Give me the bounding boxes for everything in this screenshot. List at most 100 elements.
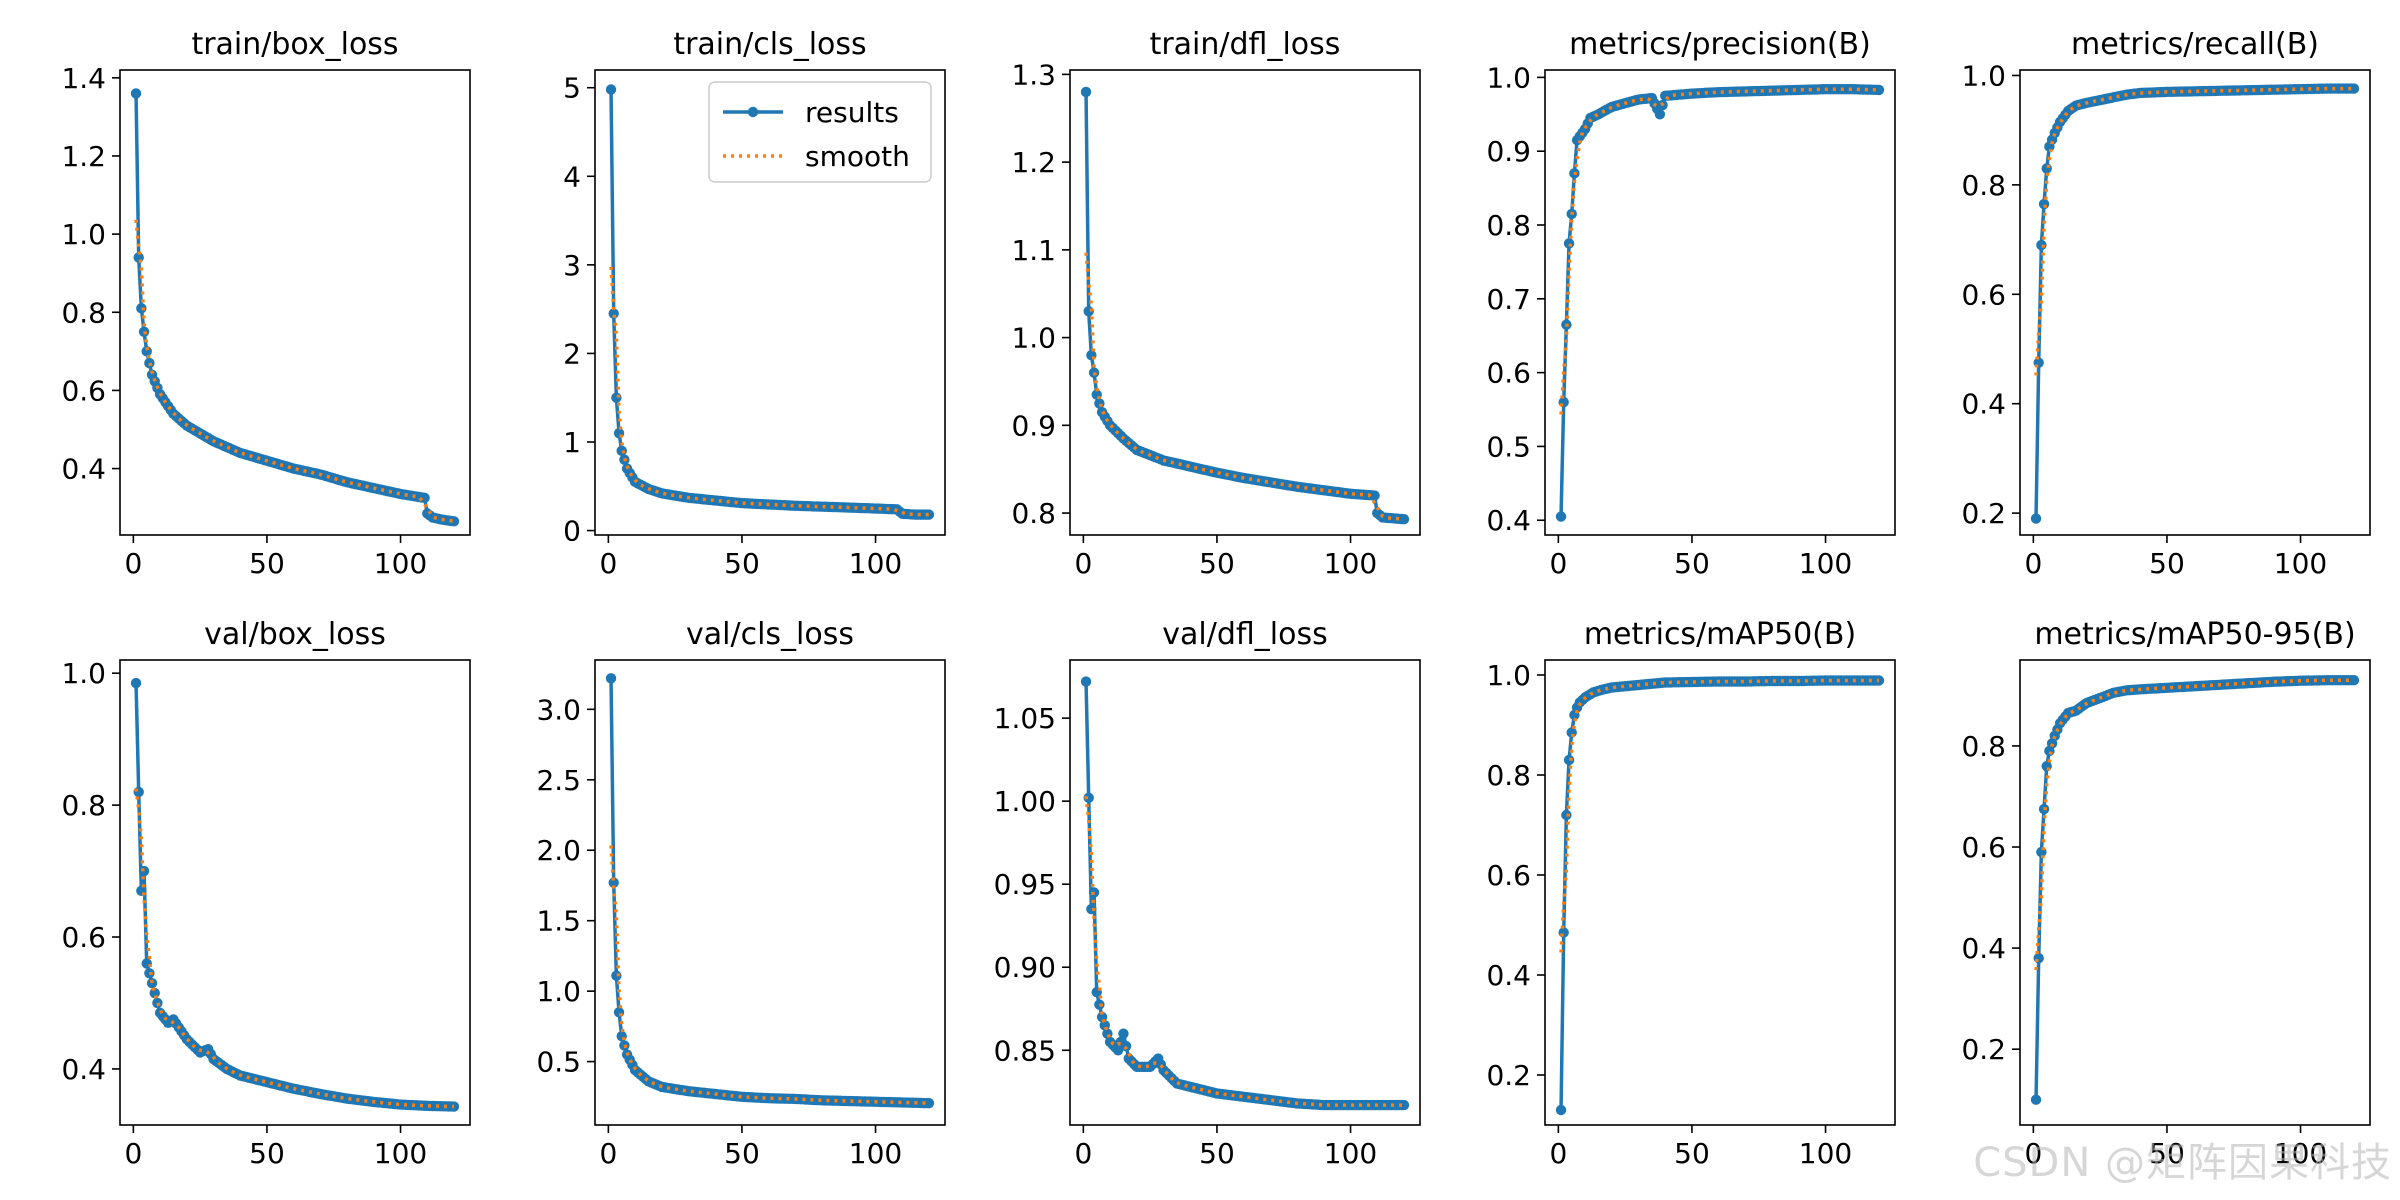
axes-frame [119, 69, 471, 536]
y-tick-label: 0.4 [1486, 504, 1531, 537]
results-line [2034, 678, 2354, 1100]
legend: results smooth [708, 81, 932, 183]
y-tick-label: 0.8 [1961, 730, 2006, 763]
subplot-2: train/cls_loss 0 50 100 0 1 2 3 4 5 results smooth [563, 27, 946, 580]
smooth-line [1559, 87, 1879, 415]
subplot-title: val/cls_loss [686, 617, 854, 652]
subplot-title: val/dfl_loss [1162, 617, 1327, 652]
x-tick-label: 100 [849, 547, 902, 580]
y-tick-label: 2.5 [536, 764, 581, 797]
data-point [448, 516, 460, 527]
smooth-line [609, 266, 929, 517]
y-tick-label: 0.8 [1011, 497, 1056, 530]
subplot-10: metrics/mAP50-95(B) 0 50 100 0.2 0.4 0.6 0.8 [1961, 617, 2371, 1170]
subplot-title: train/box_loss [191, 27, 398, 62]
y-tick-label: 3.0 [536, 693, 581, 726]
data-point [1555, 1104, 1567, 1116]
data-point [923, 1097, 935, 1109]
data-point [2030, 1094, 2042, 1105]
y-tick-label: 0.6 [1961, 831, 2006, 864]
x-tick-label: 50 [2149, 547, 2185, 580]
y-tick-label: 0.4 [1961, 932, 2006, 965]
y-tick-label: 1.0 [1486, 61, 1531, 94]
x-tick-label: 0 [2024, 547, 2042, 580]
data-point [141, 958, 152, 969]
smooth-line [1084, 795, 1404, 1107]
y-tick-label: 1.00 [994, 785, 1056, 818]
axes-frame [119, 659, 471, 1126]
y-tick-label: 0.2 [1961, 497, 2006, 530]
y-tick-label: 0.4 [61, 453, 106, 486]
x-tick-label: 0 [1074, 547, 1092, 580]
data-point [136, 303, 147, 314]
x-tick-label: 0 [1074, 1137, 1092, 1170]
data-point [1112, 1045, 1124, 1056]
y-tick-label: 1.0 [61, 218, 106, 251]
y-tick-label: 0.6 [61, 921, 106, 954]
results-line [134, 93, 455, 524]
smooth-line [2034, 678, 2354, 971]
x-tick-label: 100 [374, 547, 427, 580]
smooth-line [609, 845, 929, 1105]
data-point [152, 997, 163, 1009]
subplot-4: metrics/precision(B) 0 50 100 0.4 0.5 0.6 0.7 0.… [1486, 27, 1896, 580]
subplot-8: val/dfl_loss 0 50 100 0.85 0.90 0.95 1.00 1.05 [994, 617, 1421, 1170]
axes-frame [594, 659, 946, 1126]
results-markers [130, 88, 460, 527]
y-tick-label: 0.6 [1486, 859, 1531, 892]
results-markers [1555, 675, 1885, 1116]
y-tick-label: 1.2 [61, 140, 106, 173]
subplot-title: metrics/mAP50(B) [1584, 617, 1856, 652]
results-line [1084, 681, 1404, 1107]
axes-frame [594, 69, 946, 536]
axes-frame [1069, 69, 1421, 536]
data-point [1086, 903, 1097, 915]
smooth-line [2034, 86, 2354, 376]
x-tick-label: 50 [249, 1137, 285, 1170]
subplot-9: metrics/mAP50(B) 0 50 100 0.2 0.4 0.6 0.8 1.0 [1486, 617, 1896, 1170]
data-point [608, 308, 619, 319]
x-tick-label: 100 [1324, 1137, 1377, 1170]
data-point [608, 877, 619, 888]
data-point [616, 1031, 627, 1042]
results-markers [2030, 675, 2360, 1105]
y-tick-label: 0.5 [536, 1046, 581, 1079]
y-tick-label: 0.2 [1486, 1059, 1531, 1092]
x-tick-label: 50 [724, 1137, 760, 1170]
y-tick-label: 1.0 [1961, 59, 2006, 92]
legend-smooth-label: smooth [805, 140, 910, 173]
data-point [1398, 1099, 1410, 1111]
y-tick-label: 1.0 [536, 975, 581, 1008]
x-tick-label: 100 [2274, 1137, 2327, 1170]
data-point [2038, 198, 2050, 210]
data-point [1563, 754, 1575, 766]
data-point [146, 977, 158, 989]
data-point [144, 357, 155, 369]
y-tick-label: 1.4 [61, 62, 106, 95]
x-tick-label: 50 [1674, 1137, 1710, 1170]
y-tick-label: 1.05 [994, 702, 1056, 735]
x-tick-label: 100 [374, 1137, 427, 1170]
y-tick-label: 0.95 [994, 868, 1056, 901]
x-tick-label: 50 [724, 547, 760, 580]
y-tick-label: 0.6 [61, 374, 106, 407]
y-tick-label: 0.90 [994, 951, 1056, 984]
results-markers [1555, 83, 1885, 522]
y-tick-label: 0 [563, 515, 581, 548]
y-tick-label: 1.5 [536, 905, 581, 938]
x-tick-label: 50 [1674, 547, 1710, 580]
data-point [1555, 511, 1567, 522]
data-point [133, 786, 144, 798]
x-tick-label: 100 [1324, 547, 1377, 580]
axes-frame [2019, 659, 2371, 1126]
y-tick-label: 0.2 [1961, 1033, 2006, 1066]
subplot-title: val/box_loss [204, 617, 386, 652]
y-tick-label: 1.3 [1011, 58, 1056, 91]
subplot-title: metrics/recall(B) [2071, 27, 2319, 62]
y-tick-label: 0.4 [1486, 959, 1531, 992]
results-line [1084, 91, 1405, 521]
subplot-3: train/dfl_loss 0 50 100 0.8 0.9 1.0 1.1 1.2 1.3 [1011, 27, 1421, 580]
data-point [1118, 1028, 1129, 1039]
y-tick-label: 1.2 [1011, 146, 1056, 179]
